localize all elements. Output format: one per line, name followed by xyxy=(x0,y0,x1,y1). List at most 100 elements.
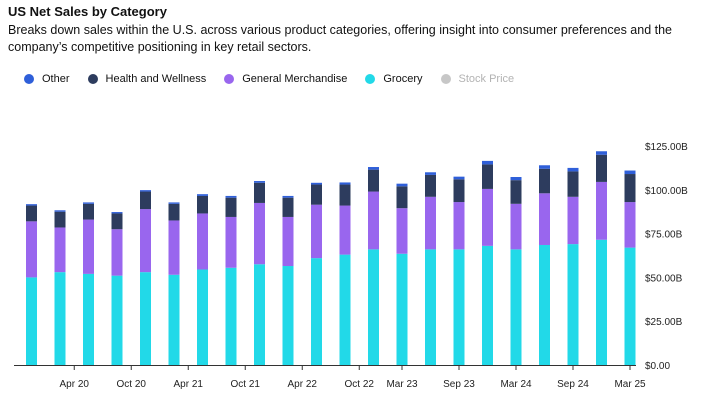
x-tick-label: Oct 22 xyxy=(345,379,375,390)
bar-segment-grocery[interactable] xyxy=(624,247,636,365)
bar-segment-other[interactable] xyxy=(111,212,123,214)
bar-segment-other[interactable] xyxy=(168,202,180,204)
bar-segment-other[interactable] xyxy=(396,183,408,187)
bar-segment-other[interactable] xyxy=(567,167,579,172)
bar-segment-other[interactable] xyxy=(596,151,607,155)
bar-segment-other[interactable] xyxy=(425,172,436,175)
bar-segment-other[interactable] xyxy=(539,165,550,169)
bar-segment-health-and-wellness[interactable] xyxy=(225,197,237,217)
bar-segment-grocery[interactable] xyxy=(567,244,579,365)
bar-segment-health-and-wellness[interactable] xyxy=(624,174,636,203)
bar-segment-other[interactable] xyxy=(311,182,322,185)
bar-segment-health-and-wellness[interactable] xyxy=(339,184,351,206)
bar-segment-general-merchandise[interactable] xyxy=(624,202,636,248)
bar-segment-general-merchandise[interactable] xyxy=(83,219,94,274)
bar-segment-grocery[interactable] xyxy=(197,269,208,365)
bar-segment-health-and-wellness[interactable] xyxy=(197,195,208,214)
bar-segment-other[interactable] xyxy=(339,182,351,185)
bar-segment-health-and-wellness[interactable] xyxy=(482,164,493,189)
bar-segment-health-and-wellness[interactable] xyxy=(54,211,66,228)
bar-segment-grocery[interactable] xyxy=(168,274,180,365)
bar-segment-health-and-wellness[interactable] xyxy=(596,154,607,182)
bar-segment-other[interactable] xyxy=(197,194,208,196)
bar-segment-other[interactable] xyxy=(624,170,636,175)
legend-item-grocery[interactable]: Grocery xyxy=(365,73,423,85)
bar-segment-other[interactable] xyxy=(368,167,379,170)
bar-segment-health-and-wellness[interactable] xyxy=(140,191,151,210)
legend-item-other[interactable]: Other xyxy=(24,73,70,85)
bar-segment-health-and-wellness[interactable] xyxy=(567,171,579,197)
bar-segment-general-merchandise[interactable] xyxy=(197,213,208,270)
bar-segment-health-and-wellness[interactable] xyxy=(425,174,436,197)
bar-segment-grocery[interactable] xyxy=(339,254,351,365)
legend-item-health-and-wellness[interactable]: Health and Wellness xyxy=(87,73,206,85)
bar-segment-health-and-wellness[interactable] xyxy=(254,182,265,203)
bar-segment-general-merchandise[interactable] xyxy=(482,188,493,246)
bar-segment-general-merchandise[interactable] xyxy=(26,221,37,278)
bar-segment-grocery[interactable] xyxy=(539,244,550,365)
bar-segment-other[interactable] xyxy=(510,177,522,181)
bar-segment-grocery[interactable] xyxy=(83,273,94,365)
x-tick-label: Mar 24 xyxy=(500,379,532,390)
bar-segment-general-merchandise[interactable] xyxy=(311,204,322,259)
bar-segment-grocery[interactable] xyxy=(368,249,379,365)
bar-segment-general-merchandise[interactable] xyxy=(168,220,180,275)
bar-segment-other[interactable] xyxy=(254,181,265,183)
bar-segment-grocery[interactable] xyxy=(453,249,465,365)
bar-segment-grocery[interactable] xyxy=(282,266,294,365)
bar-segment-other[interactable] xyxy=(140,190,151,192)
legend-label: Other xyxy=(42,73,70,85)
bar-segment-health-and-wellness[interactable] xyxy=(26,205,37,222)
bar-segment-grocery[interactable] xyxy=(54,272,66,365)
bar-segment-health-and-wellness[interactable] xyxy=(111,213,123,230)
bar-segment-general-merchandise[interactable] xyxy=(453,202,465,250)
bar-segment-health-and-wellness[interactable] xyxy=(396,186,408,209)
bar-segment-health-and-wellness[interactable] xyxy=(83,203,94,220)
bar-segment-general-merchandise[interactable] xyxy=(54,227,66,273)
bar-segment-general-merchandise[interactable] xyxy=(140,209,151,273)
bar-segment-grocery[interactable] xyxy=(311,258,322,365)
bar-segment-health-and-wellness[interactable] xyxy=(510,180,522,204)
bar-segment-general-merchandise[interactable] xyxy=(596,181,607,240)
bar-segment-grocery[interactable] xyxy=(425,249,436,365)
bar-segment-other[interactable] xyxy=(54,210,66,212)
bar-segment-other[interactable] xyxy=(482,160,493,165)
legend-dot-icon xyxy=(365,74,376,84)
bar-segment-general-merchandise[interactable] xyxy=(282,216,294,267)
bar-segment-grocery[interactable] xyxy=(225,267,237,365)
bar-segment-general-merchandise[interactable] xyxy=(225,216,237,268)
bar-segment-grocery[interactable] xyxy=(396,253,408,365)
bar-segment-other[interactable] xyxy=(453,176,465,180)
bar-segment-grocery[interactable] xyxy=(510,249,522,365)
bar-segment-health-and-wellness[interactable] xyxy=(539,168,550,194)
bar-segment-health-and-wellness[interactable] xyxy=(368,169,379,192)
bar-segment-general-merchandise[interactable] xyxy=(425,196,436,250)
y-tick-label: $50.00B xyxy=(645,273,683,284)
bar-segment-other[interactable] xyxy=(83,202,94,204)
bar-segment-general-merchandise[interactable] xyxy=(396,208,408,254)
bar-segment-health-and-wellness[interactable] xyxy=(453,179,465,203)
bar-segment-general-merchandise[interactable] xyxy=(567,196,579,245)
bar-segment-grocery[interactable] xyxy=(482,245,493,365)
bar-segment-general-merchandise[interactable] xyxy=(254,202,265,265)
bar-segment-other[interactable] xyxy=(225,195,237,198)
bar-segment-grocery[interactable] xyxy=(26,277,37,365)
bar-segment-health-and-wellness[interactable] xyxy=(168,203,180,221)
bar-segment-grocery[interactable] xyxy=(596,239,607,365)
bar-segment-general-merchandise[interactable] xyxy=(111,229,123,276)
legend-item-general-merchandise[interactable]: General Merchandise xyxy=(224,73,347,85)
bar-segment-general-merchandise[interactable] xyxy=(539,193,550,245)
bar-segment-other[interactable] xyxy=(282,195,294,198)
bar-segment-health-and-wellness[interactable] xyxy=(282,197,294,217)
bar-segment-grocery[interactable] xyxy=(111,275,123,365)
chart-subtitle: Breaks down sales within the U.S. across… xyxy=(8,23,673,54)
legend-item-stock-price[interactable]: Stock Price xyxy=(440,73,514,85)
bar-segment-general-merchandise[interactable] xyxy=(339,205,351,255)
bar-segment-other[interactable] xyxy=(26,204,37,206)
legend-dot-icon xyxy=(224,74,235,84)
bar-segment-grocery[interactable] xyxy=(140,272,151,365)
bar-segment-general-merchandise[interactable] xyxy=(368,191,379,250)
bar-segment-health-and-wellness[interactable] xyxy=(311,184,322,205)
bar-segment-grocery[interactable] xyxy=(254,264,265,365)
bar-segment-general-merchandise[interactable] xyxy=(510,203,522,250)
